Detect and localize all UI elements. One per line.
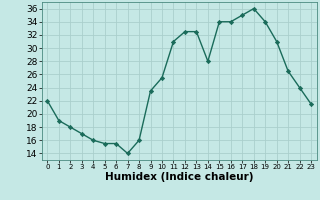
X-axis label: Humidex (Indice chaleur): Humidex (Indice chaleur) (105, 172, 253, 182)
